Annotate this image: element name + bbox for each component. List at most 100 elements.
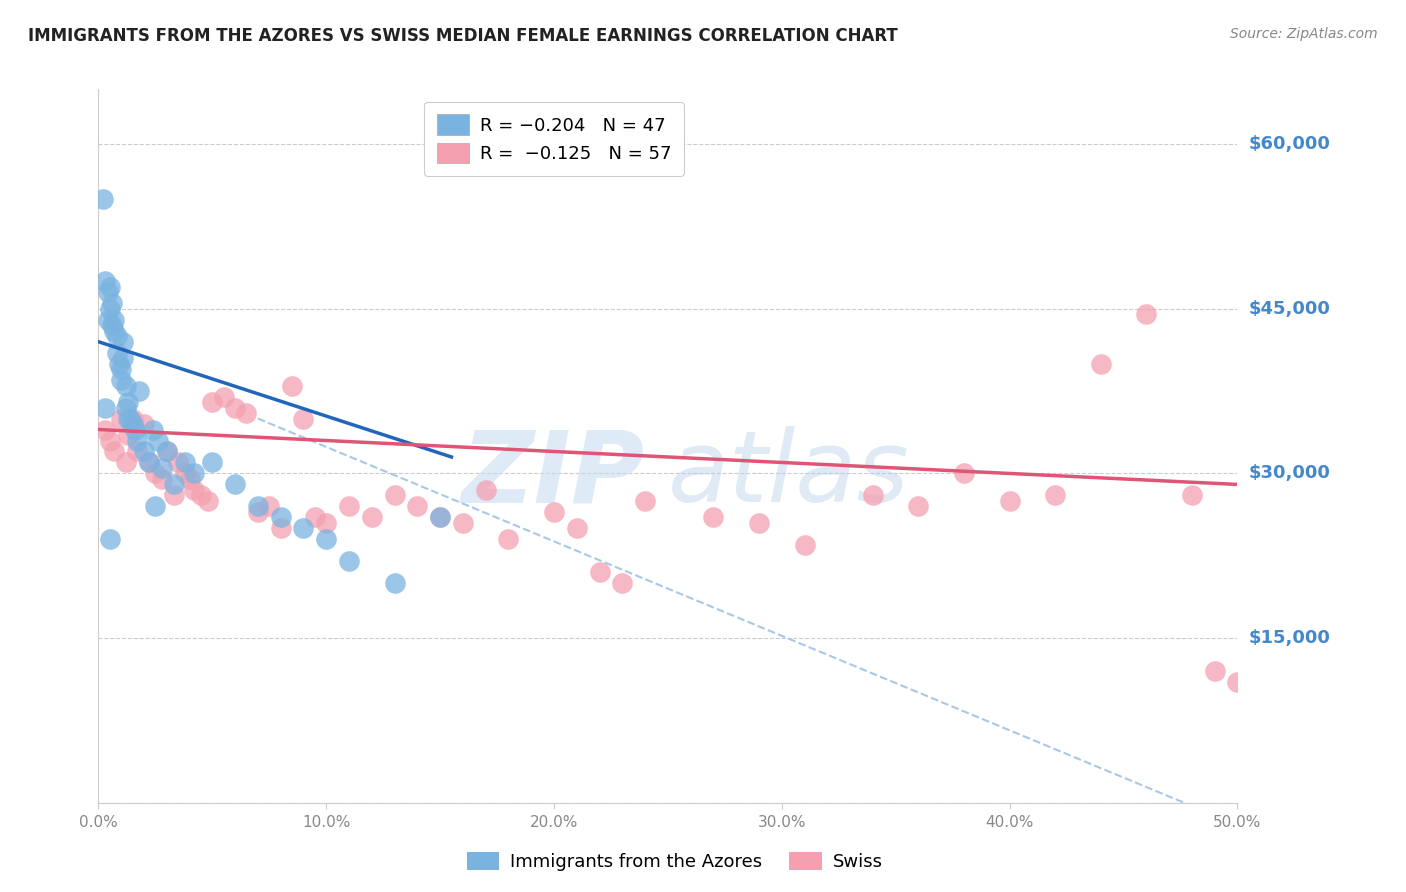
Point <box>117 428 139 442</box>
Point <box>156 444 179 458</box>
Point <box>174 455 197 469</box>
Point <box>112 351 135 366</box>
Point <box>862 488 884 502</box>
Point <box>101 318 124 333</box>
Point <box>94 401 117 415</box>
Point <box>953 467 976 481</box>
Point <box>246 505 269 519</box>
Point <box>451 516 474 530</box>
Text: $30,000: $30,000 <box>1249 465 1330 483</box>
Point <box>96 285 118 300</box>
Point <box>337 500 360 514</box>
Point <box>150 472 173 486</box>
Point <box>112 334 135 349</box>
Point <box>337 554 360 568</box>
Point <box>96 312 118 326</box>
Point <box>259 500 281 514</box>
Point <box>224 401 246 415</box>
Point <box>315 533 337 547</box>
Point <box>162 477 184 491</box>
Point <box>105 345 128 359</box>
Point <box>132 417 155 431</box>
Point <box>281 378 304 392</box>
Point <box>197 494 219 508</box>
Point <box>108 357 131 371</box>
Point <box>384 488 406 502</box>
Point <box>998 494 1021 508</box>
Point <box>304 510 326 524</box>
Point <box>270 521 292 535</box>
Point <box>1135 307 1157 321</box>
Point <box>1043 488 1066 502</box>
Point <box>156 444 179 458</box>
Text: $15,000: $15,000 <box>1249 629 1330 647</box>
Point <box>127 434 149 448</box>
Point <box>128 384 150 398</box>
Point <box>292 521 315 535</box>
Point <box>183 467 205 481</box>
Point <box>127 444 149 458</box>
Point <box>406 500 429 514</box>
Legend: R = −0.204   N = 47, R =  −0.125   N = 57: R = −0.204 N = 47, R = −0.125 N = 57 <box>423 102 685 176</box>
Point <box>315 516 337 530</box>
Point <box>588 566 610 580</box>
Point <box>124 423 146 437</box>
Point <box>138 455 160 469</box>
Text: Source: ZipAtlas.com: Source: ZipAtlas.com <box>1230 27 1378 41</box>
Point <box>1204 664 1226 678</box>
Point <box>138 455 160 469</box>
Point <box>167 455 190 469</box>
Point <box>117 411 139 425</box>
Point <box>110 362 132 376</box>
Point <box>201 395 224 409</box>
Point <box>543 505 565 519</box>
Point <box>91 192 114 206</box>
Point <box>1181 488 1204 502</box>
Text: $60,000: $60,000 <box>1249 135 1330 153</box>
Point <box>114 401 136 415</box>
Point <box>101 296 124 310</box>
Legend: Immigrants from the Azores, Swiss: Immigrants from the Azores, Swiss <box>460 845 890 879</box>
Point <box>793 538 815 552</box>
Point <box>146 434 169 448</box>
Point <box>270 510 292 524</box>
Text: atlas: atlas <box>668 426 910 523</box>
Text: ZIP: ZIP <box>463 426 645 523</box>
Point <box>1226 675 1249 690</box>
Point <box>120 411 142 425</box>
Point <box>634 494 657 508</box>
Point <box>145 467 167 481</box>
Point <box>103 444 125 458</box>
Point <box>201 455 224 469</box>
Point <box>384 576 406 591</box>
Point <box>121 411 143 425</box>
Point <box>174 467 197 481</box>
Point <box>565 521 588 535</box>
Point <box>110 373 132 387</box>
Point <box>474 483 496 497</box>
Point <box>110 411 132 425</box>
Point <box>94 274 117 288</box>
Point <box>142 423 165 437</box>
Point <box>132 444 155 458</box>
Point <box>183 483 205 497</box>
Point <box>224 477 246 491</box>
Point <box>150 461 173 475</box>
Point <box>98 301 121 316</box>
Point <box>105 329 128 343</box>
Point <box>103 324 125 338</box>
Point <box>907 500 929 514</box>
Point <box>114 378 136 392</box>
Text: $45,000: $45,000 <box>1249 300 1330 318</box>
Point <box>94 423 117 437</box>
Point <box>212 390 235 404</box>
Point <box>145 500 167 514</box>
Point <box>190 488 212 502</box>
Text: IMMIGRANTS FROM THE AZORES VS SWISS MEDIAN FEMALE EARNINGS CORRELATION CHART: IMMIGRANTS FROM THE AZORES VS SWISS MEDI… <box>28 27 898 45</box>
Point <box>98 434 121 448</box>
Point <box>429 510 451 524</box>
Point <box>235 406 257 420</box>
Point <box>360 510 382 524</box>
Point <box>98 280 121 294</box>
Point <box>702 510 724 524</box>
